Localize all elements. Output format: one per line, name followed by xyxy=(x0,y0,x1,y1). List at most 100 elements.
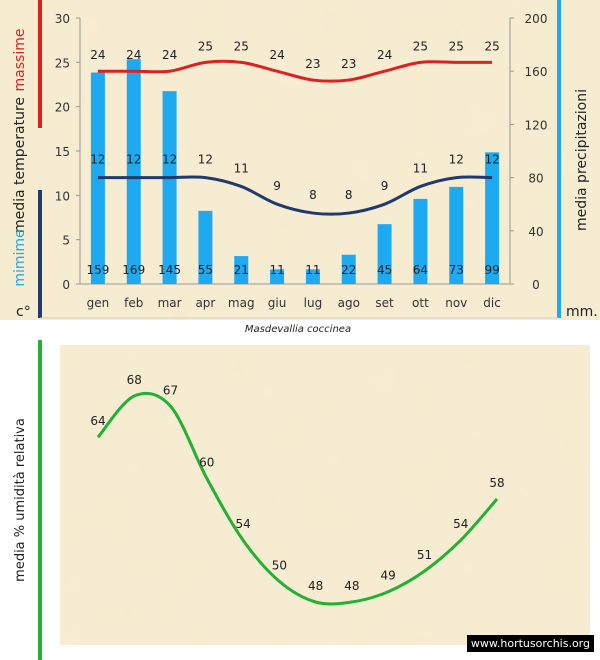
min-data-label: 9 xyxy=(381,179,389,193)
left-tick-label: 25 xyxy=(55,56,70,70)
right-tick-label: 200 xyxy=(525,12,548,26)
precip-bar xyxy=(341,254,356,284)
humidity-data-label: 68 xyxy=(127,373,142,387)
max-data-label: 24 xyxy=(90,48,105,62)
right-tick-label: 0 xyxy=(532,278,540,292)
x-tick-label: apr xyxy=(195,296,215,310)
left-tick-label: 5 xyxy=(62,234,70,248)
left-tick-label: 20 xyxy=(55,101,70,115)
precip-data-label: 169 xyxy=(122,263,145,277)
watermark: www.hortusorchis.org xyxy=(466,635,594,652)
left-tick-label: 0 xyxy=(62,278,70,292)
precip-bar xyxy=(377,224,392,284)
humidity-data-label: 64 xyxy=(90,414,105,428)
chart-marks: 0 5 10 15 20 25 30 0 40 80 120 160 200 gen feb mar apr ma… xyxy=(55,12,548,606)
left-tick-label: 30 xyxy=(55,12,70,26)
precip-bar xyxy=(449,186,464,284)
x-tick-label: ago xyxy=(338,296,360,310)
min-data-label: 12 xyxy=(162,153,177,167)
humidity-data-label: 67 xyxy=(163,383,178,397)
precip-data-label: 45 xyxy=(377,263,392,277)
x-tick-label: dic xyxy=(483,296,501,310)
min-data-label: 8 xyxy=(345,188,353,202)
humidity-data-label: 48 xyxy=(344,579,359,593)
chart-title: Masdevallia coccinea xyxy=(245,324,351,335)
x-tick-label: mar xyxy=(158,296,182,310)
min-data-label: 11 xyxy=(413,161,428,175)
max-label: massime xyxy=(12,29,28,92)
min-data-label: 9 xyxy=(273,179,281,193)
humidity-data-label: 60 xyxy=(199,455,214,469)
min-data-label: 11 xyxy=(234,161,249,175)
max-data-label: 25 xyxy=(484,39,499,53)
max-data-label: 24 xyxy=(162,48,177,62)
precip-data-label: 145 xyxy=(158,263,181,277)
humidity-data-label: 50 xyxy=(272,558,287,572)
precip-bar xyxy=(305,269,320,284)
x-tick-label: feb xyxy=(124,296,143,310)
precip-unit-label: mm. xyxy=(566,304,598,320)
precip-bar xyxy=(162,91,177,285)
right-tick-label: 80 xyxy=(528,172,543,186)
precip-axis-label: media precipitazioni xyxy=(574,89,590,231)
humidity-data-label: 58 xyxy=(489,476,504,490)
max-data-label: 25 xyxy=(234,39,249,53)
precip-data-label: 55 xyxy=(198,263,213,277)
humidity-data-label: 48 xyxy=(308,579,323,593)
temp-unit-label: c° xyxy=(16,304,31,320)
humidity-data-label: 54 xyxy=(235,517,250,531)
precip-bar xyxy=(485,152,500,284)
precip-data-label: 22 xyxy=(341,263,356,277)
humidity-data-label: 51 xyxy=(417,548,432,562)
x-tick-label: gen xyxy=(87,296,110,310)
precip-bar xyxy=(234,256,249,284)
x-tick-label: lug xyxy=(304,296,323,310)
max-data-label: 24 xyxy=(126,48,141,62)
right-tick-label: 160 xyxy=(525,65,548,79)
bottom-chart-texture xyxy=(60,345,590,645)
precip-data-label: 11 xyxy=(269,263,284,277)
max-data-label: 25 xyxy=(198,39,213,53)
precip-bar xyxy=(198,210,213,284)
min-temp-line xyxy=(97,175,493,216)
x-tick-label: set xyxy=(375,296,394,310)
max-temp-line xyxy=(97,59,493,83)
humidity-line xyxy=(96,391,499,606)
min-data-label: 12 xyxy=(90,153,105,167)
temperature-axis-label: media temperature xyxy=(12,97,28,233)
precip-data-label: 21 xyxy=(234,263,249,277)
min-label: mimime xyxy=(12,229,28,286)
precip-data-label: 64 xyxy=(413,263,428,277)
x-tick-label: ott xyxy=(412,296,429,310)
precip-data-label: 73 xyxy=(449,263,464,277)
max-data-label: 25 xyxy=(449,39,464,53)
max-data-label: 23 xyxy=(341,57,356,71)
x-tick-label: mag xyxy=(228,296,255,310)
left-tick-label: 10 xyxy=(55,189,70,203)
precip-bar xyxy=(413,198,428,284)
min-data-label: 8 xyxy=(309,188,317,202)
max-data-label: 24 xyxy=(377,48,392,62)
min-data-label: 12 xyxy=(198,153,213,167)
humidity-axis-label: media % umidità relativa xyxy=(13,418,28,582)
max-data-label: 25 xyxy=(413,39,428,53)
humidity-data-label: 54 xyxy=(453,517,468,531)
precip-data-label: 99 xyxy=(484,263,499,277)
max-data-label: 24 xyxy=(269,48,284,62)
precip-data-label: 11 xyxy=(305,263,320,277)
precip-data-label: 159 xyxy=(86,263,109,277)
precip-bar xyxy=(270,269,285,284)
humidity-data-label: 49 xyxy=(381,569,396,583)
min-data-label: 12 xyxy=(449,153,464,167)
left-tick-label: 15 xyxy=(55,145,70,159)
x-tick-label: giu xyxy=(268,296,287,310)
right-tick-label: 120 xyxy=(525,118,548,132)
x-tick-label: nov xyxy=(445,296,467,310)
min-data-label: 12 xyxy=(126,153,141,167)
right-tick-label: 40 xyxy=(528,225,543,239)
min-data-label: 12 xyxy=(484,153,499,167)
max-data-label: 23 xyxy=(305,57,320,71)
precip-bar xyxy=(126,59,141,285)
